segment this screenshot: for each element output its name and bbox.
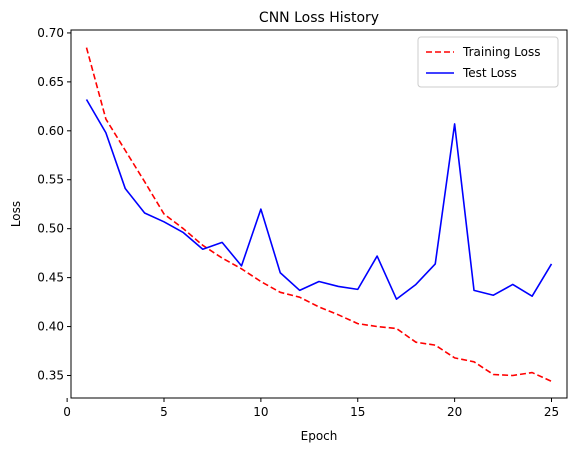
chart-title: CNN Loss History bbox=[259, 10, 379, 26]
x-tick-label: 15 bbox=[350, 405, 365, 419]
legend-entry-label: Training Loss bbox=[462, 45, 540, 59]
x-tick-label: 25 bbox=[544, 405, 559, 419]
y-tick-label: 0.40 bbox=[37, 320, 64, 334]
y-tick-label: 0.70 bbox=[37, 26, 64, 40]
y-axis-label: Loss bbox=[9, 201, 23, 227]
legend-box bbox=[417, 36, 559, 88]
y-axis: 0.35 0.40 0.45 0.50 0.55 0.60 0.65 0.70 bbox=[37, 26, 71, 382]
plot-frame bbox=[70, 29, 568, 399]
x-tick-label: 20 bbox=[447, 405, 462, 419]
legend: Training Loss Test Loss bbox=[417, 36, 559, 88]
x-axis: 0 5 10 15 20 25 bbox=[63, 398, 559, 419]
series-layer bbox=[85, 47, 553, 383]
plot-area bbox=[71, 30, 567, 398]
y-tick-label: 0.50 bbox=[37, 222, 64, 236]
y-tick-label: 0.60 bbox=[37, 124, 64, 138]
x-tick-label: 5 bbox=[160, 405, 168, 419]
y-tick-label: 0.45 bbox=[37, 271, 64, 285]
y-tick-label: 0.35 bbox=[37, 368, 64, 382]
series-line-test-loss bbox=[85, 99, 553, 300]
x-tick-label: 10 bbox=[253, 405, 268, 419]
y-tick-label: 0.65 bbox=[37, 75, 64, 89]
y-tick-label: 0.55 bbox=[37, 173, 64, 187]
x-axis-label: Epoch bbox=[301, 429, 338, 443]
legend-entry-label: Test Loss bbox=[462, 66, 517, 80]
series-line-training-loss bbox=[85, 47, 552, 383]
x-tick-label: 0 bbox=[63, 405, 71, 419]
